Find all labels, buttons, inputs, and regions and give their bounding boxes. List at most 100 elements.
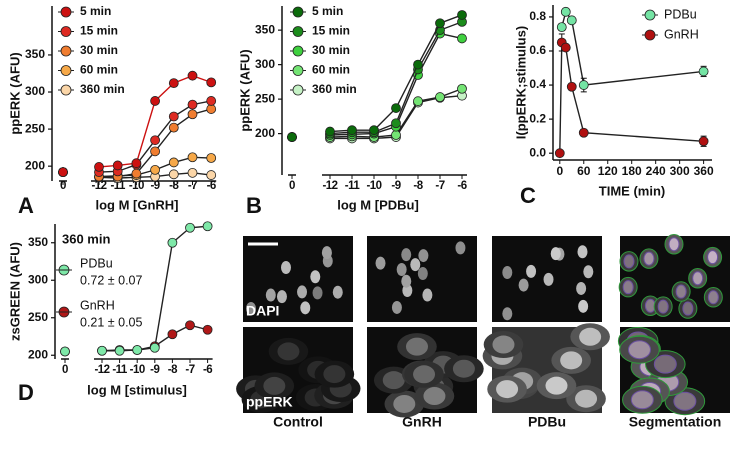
nucleus — [393, 394, 416, 413]
x-axis-label: log M [GnRH] — [95, 197, 178, 212]
nucleus — [391, 300, 402, 314]
legend-marker — [60, 65, 72, 76]
data-point — [578, 127, 589, 138]
data-point — [206, 153, 217, 163]
legend-label: 60 min — [80, 63, 118, 77]
data-point — [413, 96, 423, 107]
x-tick-label: -9 — [150, 364, 159, 376]
nucleus — [630, 390, 654, 410]
nucleus — [579, 327, 602, 346]
data-point — [168, 111, 179, 122]
data-point — [457, 33, 467, 44]
data-point — [457, 83, 467, 94]
nucleus — [300, 301, 311, 315]
data-point — [167, 329, 178, 340]
nucleus — [577, 245, 588, 259]
data-point — [58, 167, 68, 178]
y-tick-label: 0.4 — [529, 77, 546, 91]
x-tick-label: 300 — [670, 164, 690, 178]
nucleus — [455, 241, 466, 255]
legend-marker — [292, 26, 304, 37]
x-tick-label: -8 — [169, 180, 179, 192]
row-label: ppERK — [246, 394, 293, 410]
nucleus — [332, 285, 343, 299]
legend-label: GnRH — [80, 298, 115, 312]
data-point — [94, 162, 104, 172]
x-tick-label: -6 — [207, 180, 216, 192]
data-point — [131, 158, 142, 169]
nucleus — [643, 251, 655, 266]
x-axis-label: log M [PDBu] — [337, 197, 419, 212]
data-point — [698, 66, 709, 77]
x-axis-label: TIME (min) — [599, 183, 665, 198]
nucleus — [545, 376, 568, 395]
nucleus — [312, 286, 323, 300]
micrograph — [243, 236, 353, 322]
legend-label: 5 min — [80, 4, 111, 18]
x-tick-label: -12 — [94, 364, 109, 376]
y-tick-label: 0.8 — [529, 9, 546, 23]
data-point — [566, 81, 577, 92]
x-tick-label: -9 — [150, 180, 159, 192]
data-point — [112, 160, 123, 171]
legend-marker — [292, 45, 304, 57]
nucleus — [276, 290, 287, 304]
nucleus — [413, 365, 436, 384]
nucleus — [418, 249, 429, 263]
data-point — [578, 80, 589, 90]
x-tick-label: 0 — [62, 364, 68, 376]
legend-marker — [292, 6, 304, 18]
data-point — [391, 118, 401, 129]
nucleus — [280, 260, 291, 274]
nucleus — [246, 301, 257, 315]
column-label: PDBu — [528, 414, 566, 430]
y-tick-label: 200 — [25, 158, 45, 172]
legend-label: GnRH — [664, 27, 699, 41]
nucleus — [560, 351, 583, 370]
data-point — [168, 122, 179, 133]
data-point — [391, 103, 401, 113]
nucleus — [682, 301, 694, 316]
y-tick-label: 0.2 — [529, 111, 546, 125]
nucleus — [263, 376, 286, 395]
nucleus — [627, 340, 651, 360]
y-tick-label: 300 — [28, 272, 48, 286]
data-point — [187, 109, 198, 120]
column-label: GnRH — [402, 414, 442, 430]
y-tick-label: 250 — [28, 310, 48, 324]
data-point — [413, 59, 423, 70]
y-axis-label: ppERK (AFU) — [7, 52, 22, 134]
y-tick-label: 200 — [255, 126, 275, 140]
y-tick-label: 300 — [255, 57, 275, 71]
panel: C I(ppERK;stimulus) TIME (min) 0.0 0.2 0.4 0.6… — [513, 5, 714, 208]
data-point — [435, 18, 445, 29]
y-tick-label: 350 — [25, 47, 45, 61]
row-label: DAPI — [246, 303, 279, 319]
nucleus — [673, 391, 697, 411]
nucleus — [382, 371, 405, 390]
nucleus — [692, 271, 704, 286]
y-axis-label: zsGREEN (AFU) — [7, 242, 22, 341]
legend-label: PDBu — [80, 256, 113, 270]
x-tick-label: -11 — [345, 180, 361, 192]
column-label: Control — [273, 414, 323, 430]
x-tick-label: -6 — [457, 180, 466, 192]
data-point — [206, 104, 217, 114]
data-point — [187, 167, 198, 178]
x-tick-label: -8 — [413, 180, 423, 192]
data-point — [150, 96, 161, 106]
nucleus — [657, 299, 669, 314]
nucleus — [375, 256, 386, 270]
nucleus — [410, 258, 421, 272]
data-point — [560, 6, 571, 17]
legend-detail: 0.21 ± 0.05 — [80, 315, 143, 329]
nucleus — [277, 342, 300, 361]
panel-title: 360 min — [62, 231, 110, 246]
data-point — [206, 170, 217, 180]
nucleus — [583, 265, 594, 279]
series-line — [102, 225, 208, 352]
data-point — [149, 342, 160, 353]
data-point — [131, 168, 142, 179]
